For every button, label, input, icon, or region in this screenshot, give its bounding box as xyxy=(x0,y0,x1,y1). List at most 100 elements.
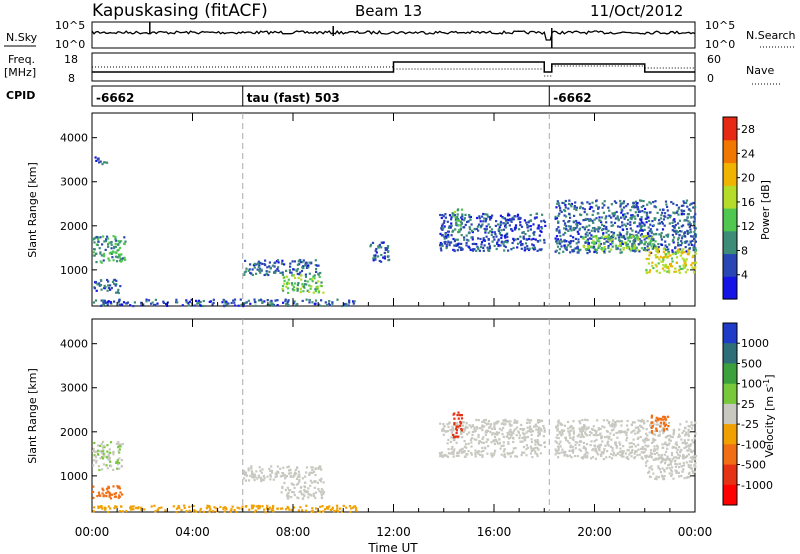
echo-cell-power-3 xyxy=(145,298,148,301)
echo-cell-power-7 xyxy=(541,213,544,216)
echo-cell-vel-7 xyxy=(604,436,607,439)
echo-cell-power-6 xyxy=(382,256,385,259)
echo-cell-power-1 xyxy=(109,284,112,287)
echo-cell-vel-0 xyxy=(119,445,123,448)
echo-cell-power-7 xyxy=(458,230,461,233)
echo-cell-vel-0 xyxy=(97,449,100,452)
velocity-echoes xyxy=(92,319,698,514)
echo-cell-power-10 xyxy=(633,243,636,246)
echo-cell-power-9 xyxy=(645,249,649,252)
echo-cell-vel-3 xyxy=(294,468,297,471)
echo-cell-vel-7 xyxy=(625,431,628,434)
echo-cell-vel-6 xyxy=(453,422,456,425)
echo-cell-vel-3 xyxy=(251,472,254,475)
echo-cell-vel-0 xyxy=(107,455,110,458)
echo-cell-power-9 xyxy=(665,203,668,206)
echo-cell-vel-7 xyxy=(576,435,579,438)
echo-cell-vel-7 xyxy=(672,430,675,433)
echo-cell-power-9 xyxy=(618,239,621,242)
echo-cell-vel-7 xyxy=(615,446,618,449)
echo-cell-vel-5 xyxy=(530,419,533,422)
echo-cell-vel-7 xyxy=(670,454,674,457)
echo-cell-power-9 xyxy=(567,244,570,247)
echo-cell-vel-7 xyxy=(563,450,566,454)
echo-cell-power-5 xyxy=(317,291,320,294)
echo-cell-power-7 xyxy=(481,215,484,218)
echo-cell-power-7 xyxy=(457,231,460,234)
echo-cell-power-4 xyxy=(307,264,310,267)
echo-cell-power-0 xyxy=(99,236,102,239)
echo-cell-power-7 xyxy=(543,220,547,224)
echo-cell-vel-3 xyxy=(255,470,258,473)
echo-cell-vel-5 xyxy=(466,426,469,429)
echo-cell-power-6 xyxy=(375,247,378,251)
echo-cell-power-10 xyxy=(627,239,630,242)
echo-cell-vel-7 xyxy=(595,430,598,433)
echo-cell-vel-5 xyxy=(513,421,516,424)
echo-cell-power-11 xyxy=(648,270,651,274)
echo-cell-power-7 xyxy=(500,236,503,240)
echo-cell-power-7 xyxy=(476,225,480,228)
echo-cell-power-9 xyxy=(642,200,645,203)
echo-cell-power-5 xyxy=(311,280,314,283)
echo-cell-vel-7 xyxy=(668,442,671,445)
echo-cell-power-9 xyxy=(676,231,680,234)
echo-cell-vel-7 xyxy=(653,433,657,436)
echo-cell-vel-2 xyxy=(264,511,267,514)
velocity-cbar-ticklabel-7: -1000 xyxy=(741,479,773,492)
echo-cell-vel-5 xyxy=(487,420,491,423)
echo-cell-power-4 xyxy=(290,271,293,274)
echo-cell-power-10 xyxy=(629,247,632,250)
echo-cell-vel-5 xyxy=(511,431,514,434)
echo-cell-vel-3 xyxy=(312,470,316,473)
echo-cell-vel-5 xyxy=(484,418,487,421)
echo-cell-vel-4 xyxy=(320,496,323,499)
echo-cell-power-3 xyxy=(202,299,205,303)
echo-cell-power-9 xyxy=(675,211,678,214)
echo-cell-power-3 xyxy=(154,303,157,306)
echo-cell-power-9 xyxy=(556,200,559,203)
echo-cell-power-8 xyxy=(457,224,460,227)
echo-cell-vel-5 xyxy=(503,423,506,426)
echo-cell-vel-2 xyxy=(336,510,340,513)
echo-cell-vel-5 xyxy=(537,419,540,422)
echo-cell-power-9 xyxy=(625,205,628,208)
echo-cell-power-3 xyxy=(232,299,235,302)
echo-cell-power-5 xyxy=(302,290,305,293)
echo-cell-vel-3 xyxy=(282,466,285,469)
echo-cell-power-7 xyxy=(447,233,450,236)
echo-cell-power-5 xyxy=(315,281,318,284)
echo-cell-power-9 xyxy=(591,206,594,209)
echo-cell-vel-7 xyxy=(572,432,575,435)
echo-cell-power-7 xyxy=(532,248,536,251)
echo-cell-vel-7 xyxy=(683,439,686,442)
echo-cell-power-9 xyxy=(691,235,694,238)
echo-cell-power-9 xyxy=(581,207,585,210)
echo-cell-vel-7 xyxy=(636,454,639,457)
echo-cell-vel-7 xyxy=(630,455,633,458)
echo-cell-vel-8 xyxy=(645,464,648,467)
echo-cell-power-7 xyxy=(503,222,506,225)
echo-cell-vel-7 xyxy=(632,438,635,441)
velocity-cbar-band-8 xyxy=(723,484,737,506)
echo-cell-power-4 xyxy=(245,267,248,270)
echo-cell-power-9 xyxy=(579,205,582,208)
echo-cell-vel-7 xyxy=(693,455,696,458)
echo-cell-vel-7 xyxy=(566,420,570,424)
echo-cell-vel-6 xyxy=(455,431,458,435)
echo-cell-power-7 xyxy=(483,244,486,247)
echo-cell-power-10 xyxy=(610,236,613,239)
echo-cell-vel-7 xyxy=(643,438,646,441)
echo-cell-power-7 xyxy=(442,221,446,224)
echo-cell-vel-7 xyxy=(678,435,681,438)
echo-cell-power-4 xyxy=(267,273,270,277)
echo-cell-vel-2 xyxy=(305,504,308,507)
echo-cell-power-3 xyxy=(343,302,346,306)
echo-cell-power-3 xyxy=(292,302,295,305)
echo-cell-vel-7 xyxy=(637,448,640,451)
echo-cell-power-7 xyxy=(470,223,473,226)
echo-cell-vel-7 xyxy=(641,445,644,449)
echo-cell-vel-8 xyxy=(689,456,692,459)
echo-cell-power-0 xyxy=(117,248,120,251)
echo-cell-vel-0 xyxy=(95,459,98,462)
